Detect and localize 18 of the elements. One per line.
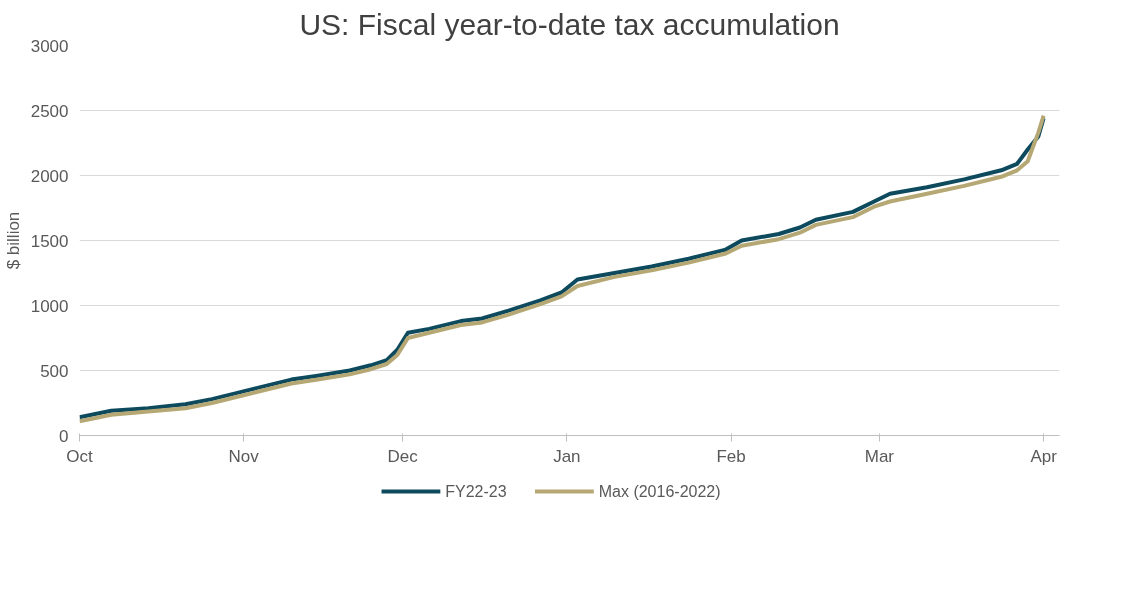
x-tick-label: Mar: [864, 446, 895, 466]
y-tick-label: 2500: [30, 101, 69, 121]
x-tick-label: Dec: [387, 446, 419, 466]
x-tick-label: Nov: [228, 446, 260, 466]
y-tick-label: 0: [59, 426, 69, 446]
legend-label: FY22-23: [445, 483, 507, 500]
y-tick-label: 500: [40, 361, 69, 381]
legend-label: Max (2016-2022): [598, 483, 721, 500]
x-tick-label: Apr: [1030, 446, 1058, 466]
x-tick-label: Feb: [716, 446, 746, 466]
y-axis-title: $ billion: [3, 211, 23, 270]
x-tick-label: Oct: [66, 446, 93, 466]
y-tick-label: 1000: [30, 296, 69, 316]
y-tick-label: 1500: [30, 231, 69, 251]
chart-title: US: Fiscal year-to-date tax accumulation: [299, 7, 840, 41]
y-tick-label: 3000: [30, 36, 69, 56]
x-tick-label: Jan: [553, 446, 581, 466]
y-tick-label: 2000: [30, 166, 69, 186]
